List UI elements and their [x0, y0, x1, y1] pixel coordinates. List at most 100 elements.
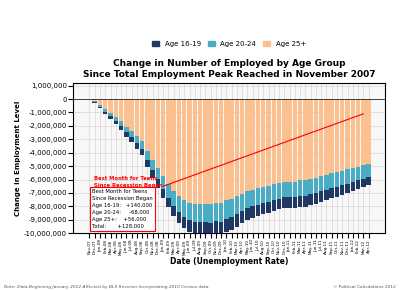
- Bar: [214, 99, 218, 203]
- Bar: [230, 217, 234, 230]
- Bar: [282, 99, 286, 182]
- Bar: [108, 113, 113, 116]
- Bar: [203, 222, 208, 235]
- Bar: [166, 198, 171, 207]
- Legend: Age 16-19, Age 20-24, Age 25+: Age 16-19, Age 20-24, Age 25+: [150, 38, 308, 50]
- Bar: [245, 191, 250, 208]
- Bar: [266, 186, 271, 202]
- Bar: [203, 99, 208, 204]
- Bar: [287, 182, 292, 197]
- Bar: [219, 203, 223, 222]
- Bar: [172, 99, 176, 191]
- Bar: [272, 184, 276, 200]
- Bar: [208, 223, 213, 235]
- Bar: [224, 219, 229, 231]
- Title: Change in Number of Employed by Age Group
Since Total Employment Peak Reached in: Change in Number of Employed by Age Grou…: [83, 59, 375, 79]
- Bar: [198, 222, 202, 234]
- Bar: [129, 130, 134, 137]
- Bar: [345, 169, 350, 184]
- Bar: [187, 220, 192, 232]
- Bar: [114, 99, 118, 117]
- Bar: [277, 99, 281, 183]
- Bar: [350, 99, 355, 168]
- Bar: [340, 185, 344, 195]
- Bar: [172, 191, 176, 206]
- Bar: [156, 99, 160, 168]
- Bar: [156, 180, 160, 188]
- Bar: [108, 99, 113, 113]
- Bar: [98, 105, 102, 107]
- Bar: [250, 99, 255, 190]
- Bar: [166, 184, 171, 198]
- Bar: [293, 197, 297, 208]
- Bar: [277, 183, 281, 199]
- Bar: [256, 188, 260, 204]
- Bar: [114, 117, 118, 121]
- Bar: [345, 184, 350, 193]
- Bar: [135, 143, 139, 149]
- Bar: [335, 99, 339, 172]
- Bar: [277, 199, 281, 209]
- Bar: [177, 212, 181, 222]
- Bar: [261, 187, 266, 203]
- Bar: [250, 190, 255, 206]
- Bar: [203, 204, 208, 222]
- Bar: [335, 187, 339, 197]
- Bar: [366, 177, 371, 185]
- Bar: [240, 211, 244, 224]
- Bar: [192, 204, 197, 222]
- Bar: [219, 99, 223, 203]
- Bar: [135, 136, 139, 143]
- Bar: [182, 99, 186, 200]
- Bar: [308, 194, 313, 205]
- Bar: [161, 188, 166, 197]
- Bar: [92, 102, 97, 103]
- Bar: [187, 99, 192, 203]
- Bar: [366, 99, 371, 164]
- Bar: [350, 168, 355, 182]
- Bar: [245, 99, 250, 191]
- Bar: [103, 99, 108, 109]
- Bar: [98, 107, 102, 108]
- Bar: [140, 141, 144, 149]
- Bar: [298, 99, 302, 180]
- Bar: [361, 165, 366, 179]
- Bar: [330, 188, 334, 198]
- Bar: [340, 171, 344, 185]
- Bar: [119, 121, 123, 126]
- Bar: [319, 191, 324, 202]
- Bar: [224, 99, 229, 200]
- Bar: [356, 180, 360, 189]
- Bar: [324, 99, 329, 175]
- Bar: [166, 99, 171, 184]
- Bar: [256, 204, 260, 216]
- Bar: [129, 137, 134, 142]
- Bar: [330, 99, 334, 173]
- Bar: [324, 175, 329, 190]
- Bar: [240, 194, 244, 211]
- Bar: [156, 168, 160, 180]
- Bar: [256, 99, 260, 188]
- Bar: [324, 190, 329, 200]
- Bar: [150, 160, 155, 170]
- Bar: [366, 164, 371, 177]
- Bar: [172, 206, 176, 215]
- Bar: [224, 200, 229, 219]
- Bar: [177, 99, 181, 196]
- Bar: [319, 176, 324, 191]
- Bar: [145, 99, 150, 151]
- Bar: [98, 99, 102, 105]
- Bar: [314, 99, 318, 177]
- Bar: [261, 99, 266, 187]
- Text: Best Month for Teens
Since Recession Began
Age 16-19:   +140,000
Age 20-24:     : Best Month for Teens Since Recession Beg…: [92, 189, 153, 229]
- Bar: [103, 109, 108, 112]
- Bar: [335, 172, 339, 187]
- Bar: [293, 182, 297, 197]
- Bar: [350, 182, 355, 191]
- Bar: [240, 99, 244, 194]
- Bar: [124, 99, 128, 126]
- X-axis label: Date (Unemployment Rate): Date (Unemployment Rate): [170, 257, 288, 266]
- Bar: [235, 196, 239, 214]
- Bar: [192, 222, 197, 234]
- Bar: [245, 208, 250, 220]
